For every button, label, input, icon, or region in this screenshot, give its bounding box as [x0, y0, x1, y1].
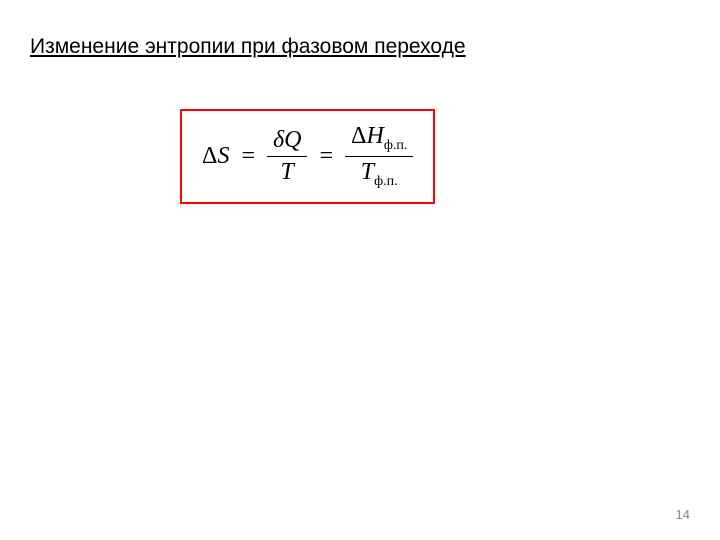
- frac1-numerator: δQ: [267, 127, 308, 157]
- slide-container: Изменение энтропии при фазовом переходе …: [0, 0, 720, 540]
- delta-h-symbol: Δ: [351, 123, 366, 149]
- frac1-denominator: T: [275, 157, 300, 186]
- fraction-1: δQ T: [267, 127, 308, 186]
- formula-container: ΔS = δQ T = ΔHф.п. Tф.п.: [180, 109, 690, 204]
- q-var: Q: [284, 127, 301, 153]
- page-number: 14: [676, 507, 690, 522]
- equals-2: =: [319, 143, 333, 170]
- frac2-denominator: Tф.п.: [355, 157, 404, 190]
- slide-title: Изменение энтропии при фазовом переходе: [30, 35, 690, 59]
- frac2-numerator: ΔHф.п.: [345, 123, 413, 157]
- t-subscript: ф.п.: [374, 174, 398, 189]
- lhs-var: S: [217, 143, 229, 169]
- delta-q-symbol: δ: [273, 127, 284, 153]
- t-var: T: [361, 159, 374, 185]
- entropy-formula: ΔS = δQ T = ΔHф.п. Tф.п.: [202, 123, 413, 190]
- h-subscript: ф.п.: [384, 138, 408, 153]
- h-var: H: [366, 123, 383, 149]
- formula-box: ΔS = δQ T = ΔHф.п. Tф.п.: [180, 109, 435, 204]
- equals-1: =: [241, 143, 255, 170]
- delta-symbol: Δ: [202, 143, 217, 169]
- lhs: ΔS: [202, 143, 229, 170]
- fraction-2: ΔHф.п. Tф.п.: [345, 123, 413, 190]
